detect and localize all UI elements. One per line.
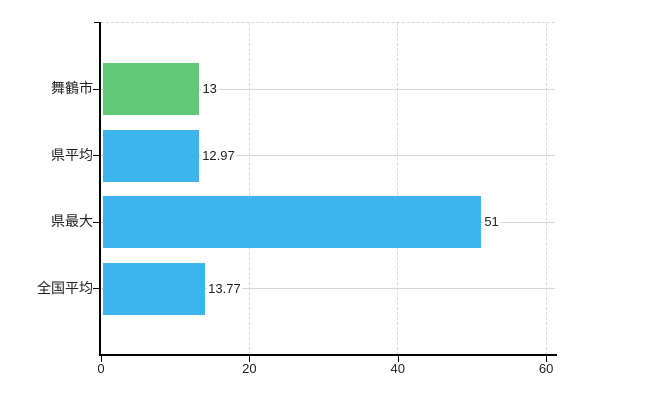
plot-area: 13 12.97 51 13.77 <box>93 22 555 355</box>
bar-value-label: 13.77 <box>207 280 242 297</box>
category-label: 県最大 <box>51 213 93 230</box>
vertical-gridline <box>397 23 399 355</box>
vertical-gridline <box>248 23 250 355</box>
x-tick-mark <box>546 356 548 362</box>
x-tick-mark <box>397 356 399 362</box>
y-axis-top-tick <box>94 22 100 23</box>
bar <box>103 63 200 116</box>
bar-value-label: 12.97 <box>201 147 236 164</box>
y-axis-line <box>99 22 101 355</box>
x-tick-mark <box>249 356 251 362</box>
x-tick-label: 0 <box>97 361 105 376</box>
bar <box>103 129 200 182</box>
bar-value-label: 13 <box>201 81 218 98</box>
x-tick-label: 60 <box>538 361 554 376</box>
bar-value-label: 51 <box>483 214 500 231</box>
y-tick-mark <box>93 88 101 90</box>
x-tick-label: 40 <box>390 361 405 376</box>
vertical-gridline <box>545 23 547 355</box>
y-tick-mark <box>93 155 101 157</box>
row-gridline <box>101 88 555 90</box>
bar <box>103 262 206 315</box>
x-tick-label: 20 <box>242 361 257 376</box>
row-gridline <box>101 288 555 290</box>
category-label: 舞鶴市 <box>51 80 93 97</box>
y-tick-mark <box>93 288 101 290</box>
row-gridline <box>101 155 555 157</box>
bar <box>103 196 482 249</box>
x-axis-line <box>99 354 557 356</box>
x-tick-mark <box>101 356 102 362</box>
y-tick-mark <box>93 221 101 223</box>
category-label: 全国平均 <box>37 279 93 296</box>
category-label: 県平均 <box>51 146 93 163</box>
